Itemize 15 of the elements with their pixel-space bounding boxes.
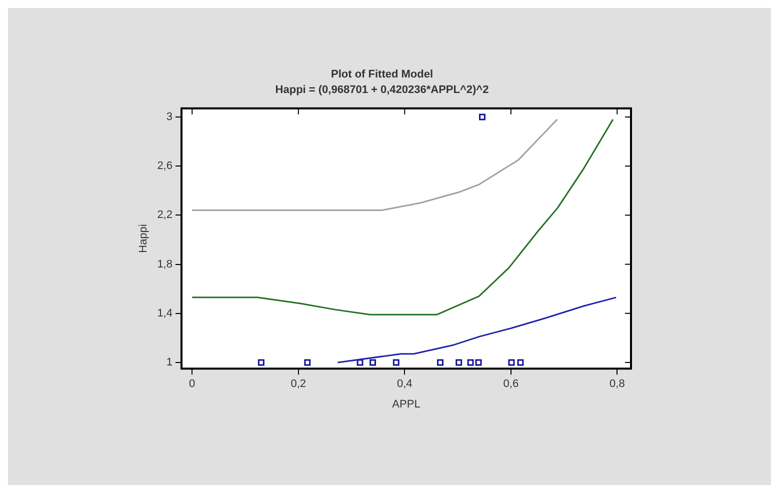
y-axis-title: Happi [138, 224, 150, 253]
x-tick-label: 0,2 [290, 378, 306, 390]
y-tick-label: 2,2 [157, 209, 172, 222]
y-tick-label: 2,6 [157, 160, 172, 172]
x-tick-label: 0,6 [503, 378, 519, 390]
y-tick-label: 3 [166, 111, 172, 124]
x-axis-title: APPL [392, 398, 420, 410]
x-tick-label: 0 [189, 378, 196, 390]
y-tick-label: 1,8 [157, 258, 172, 270]
chart-title: Plot of Fitted Model [330, 68, 434, 81]
chart-subtitle: Happi = (0,968701 + 0,420236*APPL^2)^2 [275, 84, 489, 96]
x-tick-label: 0,4 [397, 378, 412, 390]
y-tick-label: 1 [166, 356, 172, 368]
y-tick-label: 1,4 [157, 307, 172, 320]
x-tick-label: 0,8 [610, 378, 625, 390]
